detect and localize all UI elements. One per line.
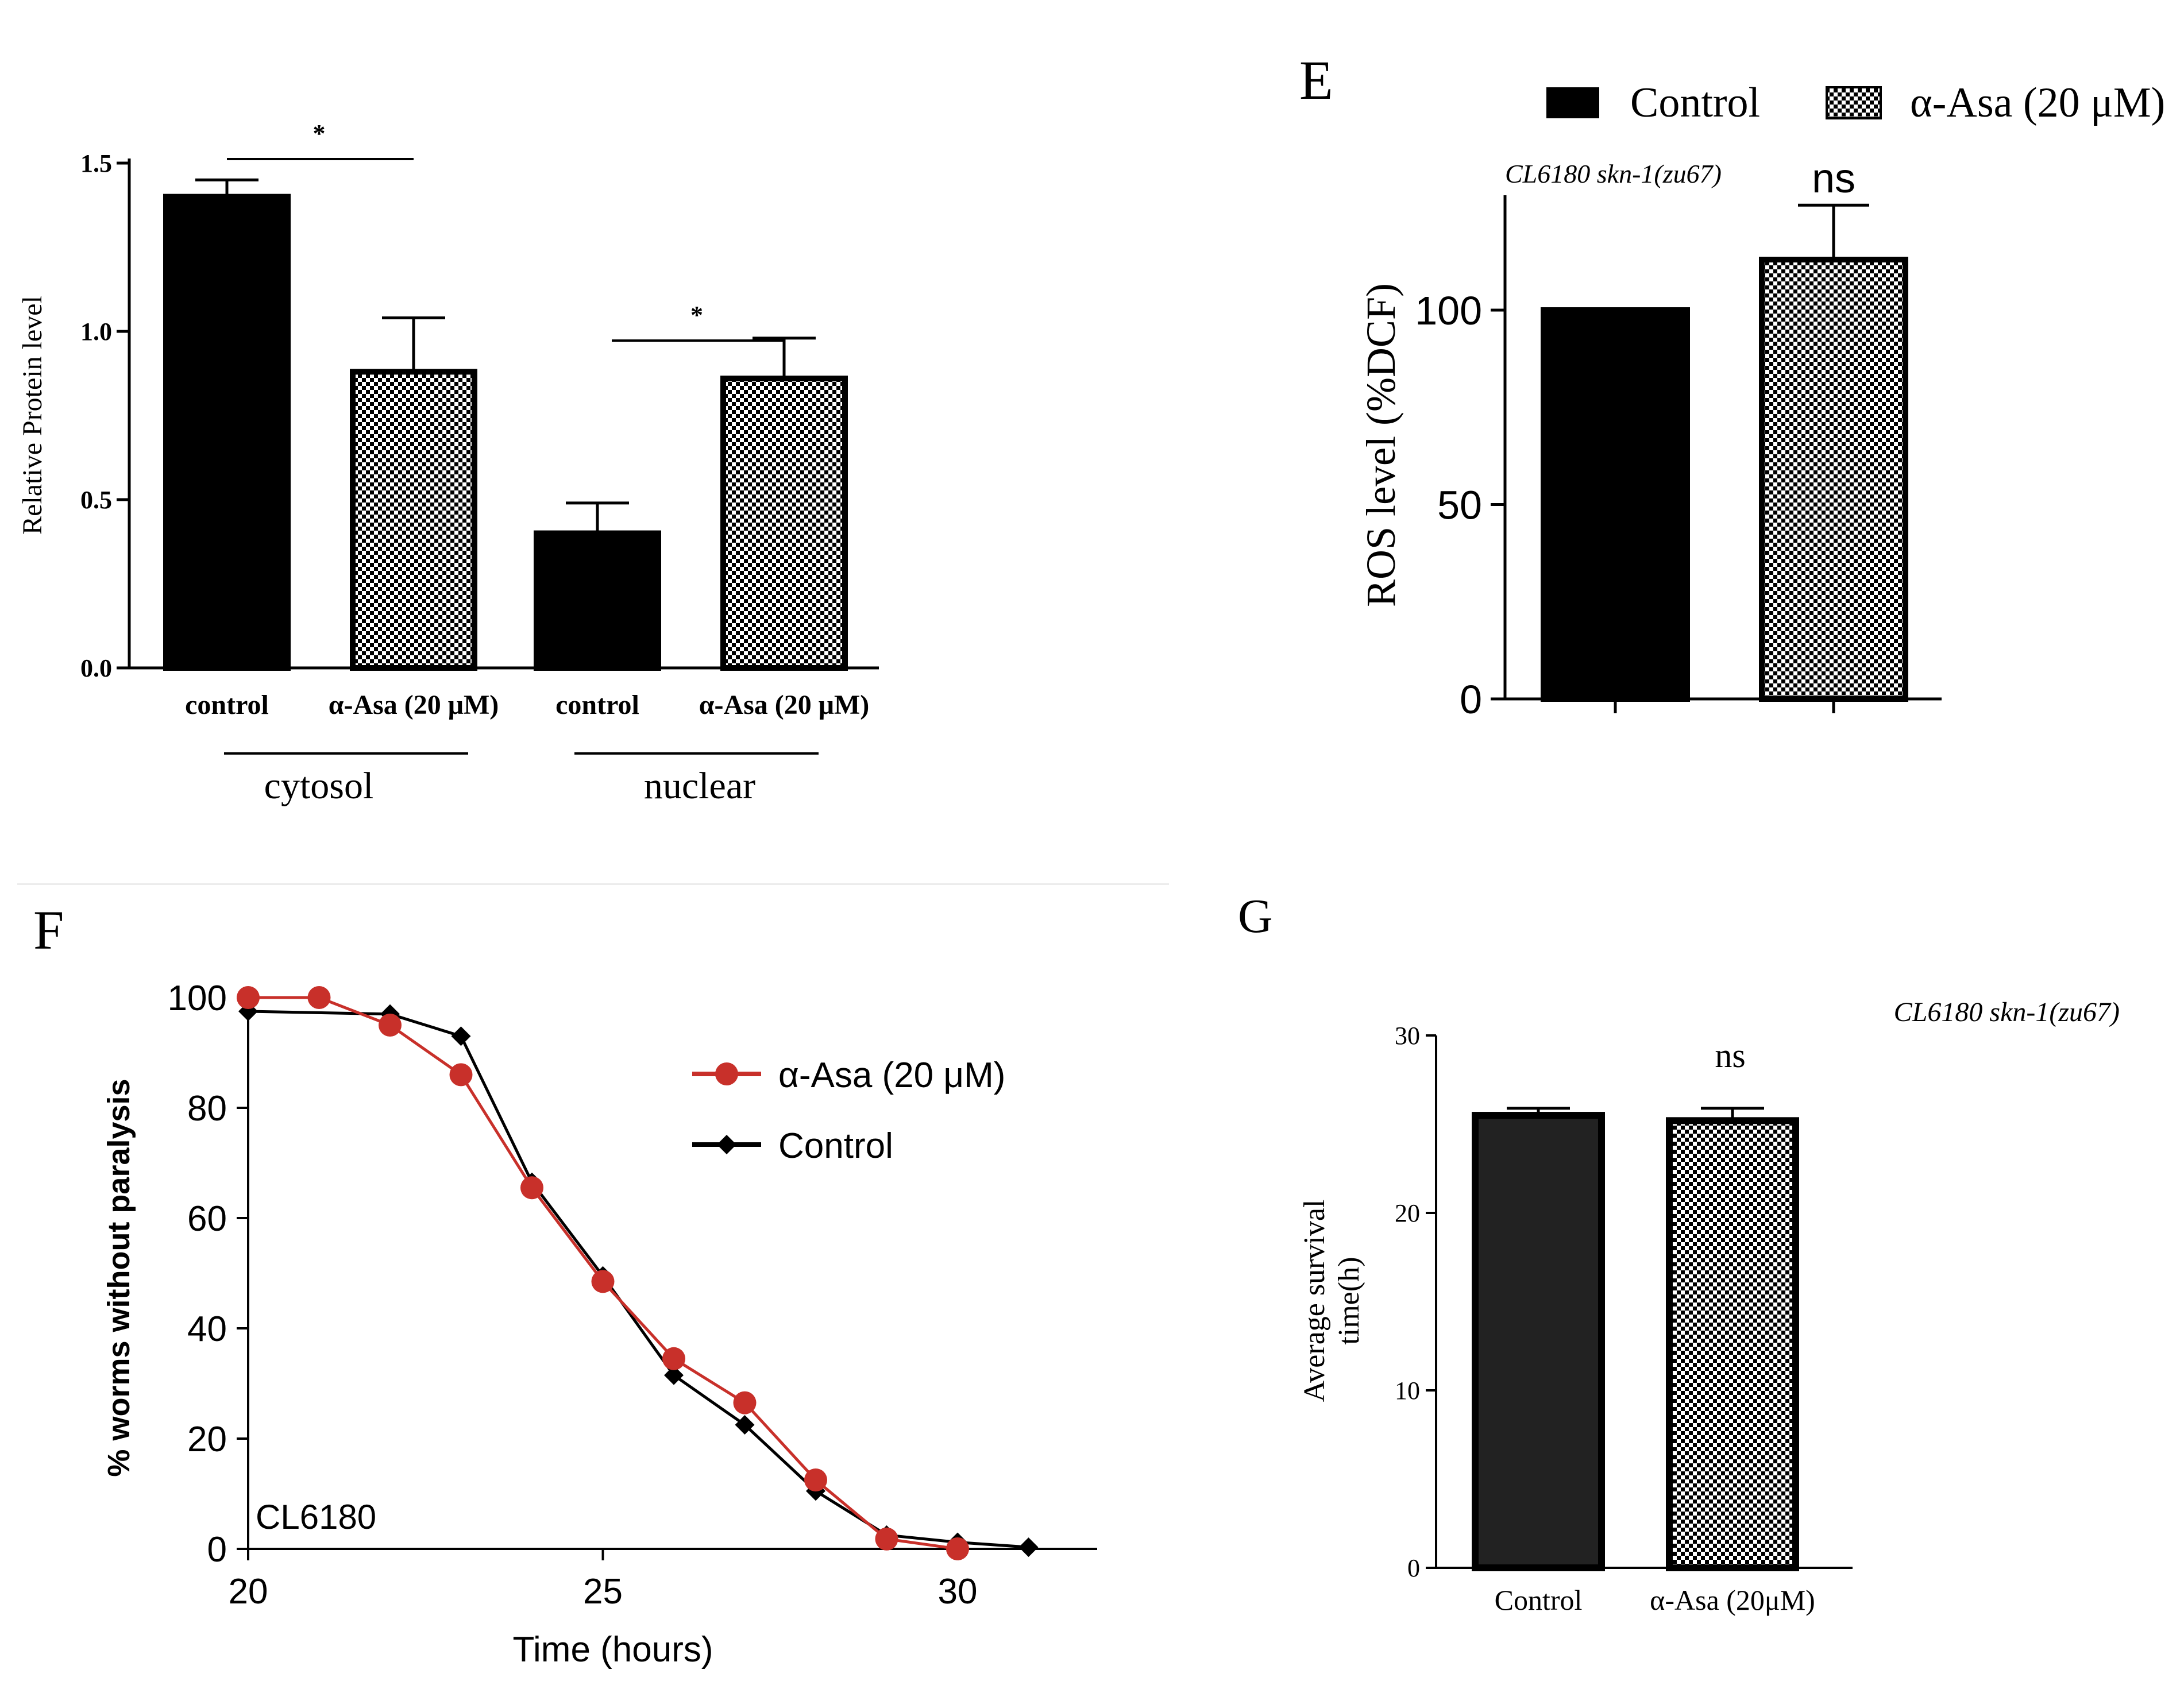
x-tick-label: α-Asa (20 μM) xyxy=(699,690,870,720)
x-tick-label: α-Asa (20μM) xyxy=(1650,1584,1815,1616)
significance-label: ns xyxy=(1715,1037,1745,1075)
legend-label-control: Control xyxy=(778,1126,893,1166)
panel-letter: F xyxy=(33,899,64,961)
bar xyxy=(350,369,477,671)
bar xyxy=(163,194,291,671)
strain-label: CL6180 skn-1(zu67) xyxy=(1505,159,1722,188)
data-point xyxy=(804,1468,827,1491)
legend-marker-control xyxy=(717,1135,736,1154)
strain-annotation: CL6180 xyxy=(256,1498,376,1536)
data-point xyxy=(520,1176,543,1200)
legend-marker-treated xyxy=(715,1062,738,1085)
y-tick-label: 20 xyxy=(1395,1199,1420,1227)
legend-label-treated: α-Asa (20 μM) xyxy=(1910,79,2165,126)
y-axis-label-line-2: time(h) xyxy=(1333,1257,1365,1344)
data-point xyxy=(733,1391,757,1414)
x-tick-label: 20 xyxy=(229,1572,268,1611)
y-tick-label: 0.0 xyxy=(80,654,112,682)
panel-letter: E xyxy=(1299,49,1333,111)
data-point xyxy=(237,986,260,1009)
y-axis-label: Relative Protein level xyxy=(17,296,48,535)
bar xyxy=(1472,1112,1605,1572)
data-point xyxy=(735,1415,755,1435)
y-tick-label: 0 xyxy=(1407,1554,1420,1582)
data-point xyxy=(946,1537,969,1560)
x-tick-label: control xyxy=(555,690,639,720)
y-tick-label: 1.5 xyxy=(80,149,112,177)
bar xyxy=(1666,1117,1799,1571)
data-point xyxy=(379,1014,402,1037)
y-tick-label: 0 xyxy=(207,1530,227,1570)
y-tick-label: 30 xyxy=(1395,1022,1420,1050)
data-point xyxy=(591,1270,615,1293)
bar xyxy=(1759,256,1908,702)
data-point xyxy=(664,1365,684,1385)
y-axis-label-line-1: Average survival xyxy=(1298,1200,1331,1402)
y-tick-label: 50 xyxy=(1437,483,1482,528)
bar xyxy=(1541,307,1690,702)
y-axis-label: ROS level (%DCF) xyxy=(1358,283,1404,607)
x-tick-label: 25 xyxy=(583,1572,623,1611)
group-label: cytosol xyxy=(264,765,374,807)
y-tick-label: 40 xyxy=(187,1309,227,1349)
data-point xyxy=(449,1063,473,1087)
x-tick-label: α-Asa (20 μM) xyxy=(329,690,499,720)
significance-label: * xyxy=(690,301,703,329)
panel-letter: G xyxy=(1238,890,1273,943)
x-tick-label: Control xyxy=(1495,1584,1583,1616)
group-label: nuclear xyxy=(644,765,755,807)
x-axis-label: Time (hours) xyxy=(512,1630,713,1669)
data-point xyxy=(307,986,331,1009)
legend-swatch-treated xyxy=(1826,86,1882,119)
data-point xyxy=(875,1527,898,1551)
y-axis-label: % worms without paralysis xyxy=(102,1079,136,1477)
y-tick-label: 20 xyxy=(187,1420,227,1459)
protein-level-chart: 0.0 0.5 1.0 1.5 Relative Protein level contro… xyxy=(17,119,879,807)
x-tick-label: 30 xyxy=(938,1572,978,1611)
significance-label: * xyxy=(313,119,326,148)
y-tick-label: 1.0 xyxy=(80,318,112,346)
data-point xyxy=(662,1347,685,1370)
y-tick-label: 10 xyxy=(1395,1377,1420,1405)
y-tick-label: 100 xyxy=(168,979,227,1018)
data-point xyxy=(1018,1537,1039,1557)
significance-label: ns xyxy=(1812,156,1855,202)
y-tick-label: 80 xyxy=(187,1089,227,1128)
legend-swatch-control xyxy=(1546,87,1599,118)
legend-label-control: Control xyxy=(1630,79,1760,126)
bar xyxy=(720,376,848,671)
y-tick-label: 0 xyxy=(1460,677,1482,722)
y-tick-label: 100 xyxy=(1415,288,1482,333)
bar xyxy=(534,530,661,671)
strain-label: CL6180 skn-1(zu67) xyxy=(1894,997,2120,1027)
x-tick-label: control xyxy=(185,690,269,720)
legend-label-treated: α-Asa (20 μM) xyxy=(778,1056,1005,1095)
data-point xyxy=(451,1026,471,1046)
ros-level-chart: E Control α-Asa (20 μM) CL6180 skn-1(zu67) 0… xyxy=(1299,49,2165,722)
y-tick-label: 60 xyxy=(187,1199,227,1239)
panel-divider xyxy=(17,883,1169,885)
survival-time-chart: G CL6180 skn-1(zu67) 0 10 20 30 Average surviv… xyxy=(1238,890,2120,1616)
y-tick-label: 0.5 xyxy=(80,486,112,514)
